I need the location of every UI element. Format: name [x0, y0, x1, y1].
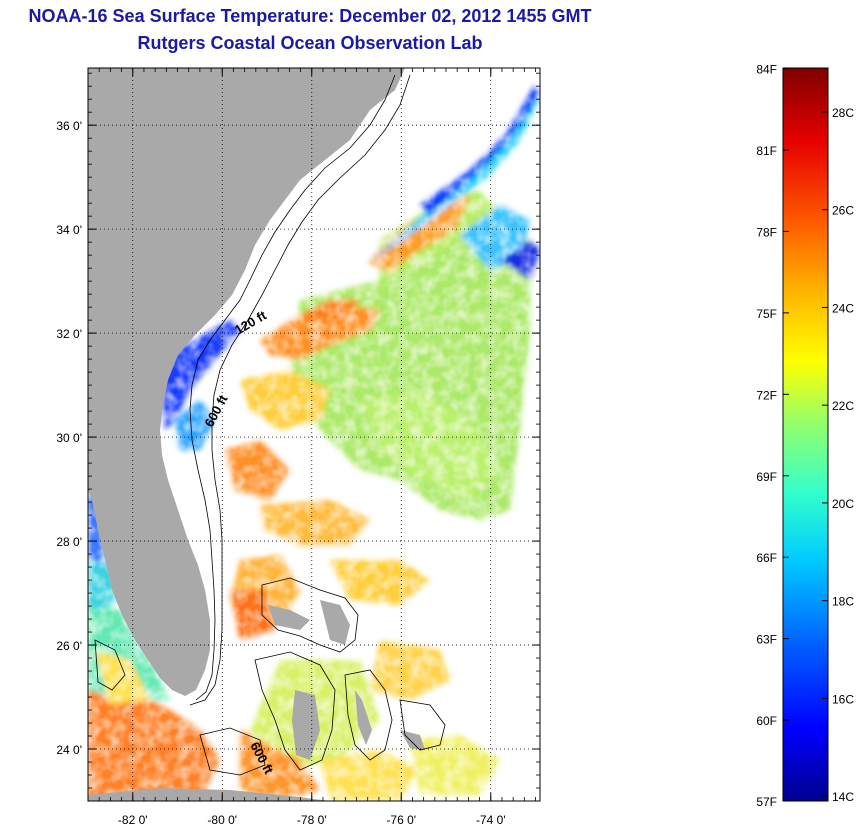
graticule — [88, 68, 540, 801]
colorbar-c-label: 24C — [832, 301, 854, 315]
land-bahamas-abaco — [320, 600, 350, 645]
colorbar-f-label: 78F — [756, 225, 777, 239]
land-cuba — [88, 788, 330, 801]
lat-tick-label: 36 0' — [56, 119, 82, 133]
longitude-axis: -82 0' -80 0' -78 0' -76 0' -74 0' — [87, 68, 536, 827]
lat-tick-label: 24 0' — [56, 743, 82, 757]
figure-subtitle: Rutgers Coastal Ocean Observation Lab — [137, 33, 483, 53]
lon-tick-label: -82 0' — [118, 813, 148, 827]
lon-tick-label: -78 0' — [297, 813, 327, 827]
colorbar-c-label: 26C — [832, 204, 854, 218]
colorbar-c-label: 16C — [832, 692, 854, 706]
map-frame — [87, 67, 541, 802]
land-bahamas-grand — [268, 605, 310, 630]
colorbar — [782, 67, 829, 802]
lat-tick-label: 30 0' — [56, 431, 82, 445]
colorbar-f-label: 57F — [756, 795, 777, 809]
land-mainland — [88, 68, 405, 696]
lat-tick-label: 28 0' — [56, 535, 82, 549]
colorbar-f-label: 63F — [756, 633, 777, 647]
lat-tick-label: 26 0' — [56, 639, 82, 653]
colorbar-f-label: 69F — [756, 470, 777, 484]
lat-tick-label: 32 0' — [56, 327, 82, 341]
depth-contours — [94, 74, 446, 776]
colorbar-f-label: 66F — [756, 551, 777, 565]
colorbar-f-label: 81F — [756, 144, 777, 158]
colorbar-c-label: 14C — [832, 790, 854, 804]
colorbar-celsius-scale: 28C 26C 24C 22C 20C 18C 16C 14C — [822, 106, 854, 804]
lon-tick-label: -80 0' — [207, 813, 237, 827]
colorbar-f-label: 72F — [756, 388, 777, 402]
colorbar-c-label: 28C — [832, 106, 854, 120]
colorbar-c-label: 18C — [832, 595, 854, 609]
land-bahamas-small — [400, 730, 425, 750]
colorbar-fahrenheit-scale: 84F 81F 78F 75F 72F 69F 66F 63F 60F 57F — [756, 63, 789, 809]
colorbar-f-label: 75F — [756, 307, 777, 321]
lon-tick-label: -74 0' — [476, 813, 506, 827]
figure-title: NOAA-16 Sea Surface Temperature: Decembe… — [28, 6, 592, 26]
land-bahamas-andros — [292, 690, 320, 760]
colorbar-c-label: 20C — [832, 497, 854, 511]
sst-layer: 120 ft 600 ft 600 ft — [88, 68, 540, 801]
colorbar-f-label: 84F — [756, 63, 777, 77]
lat-tick-label: 34 0' — [56, 223, 82, 237]
colorbar-c-label: 22C — [832, 399, 854, 413]
land-bahamas-eleuthera — [355, 690, 372, 745]
colorbar-f-label: 60F — [756, 714, 777, 728]
lon-tick-label: -76 0' — [386, 813, 416, 827]
latitude-axis: 36 0' 34 0' 32 0' 30 0' 28 0' 26 0' 24 0' — [56, 72, 540, 802]
